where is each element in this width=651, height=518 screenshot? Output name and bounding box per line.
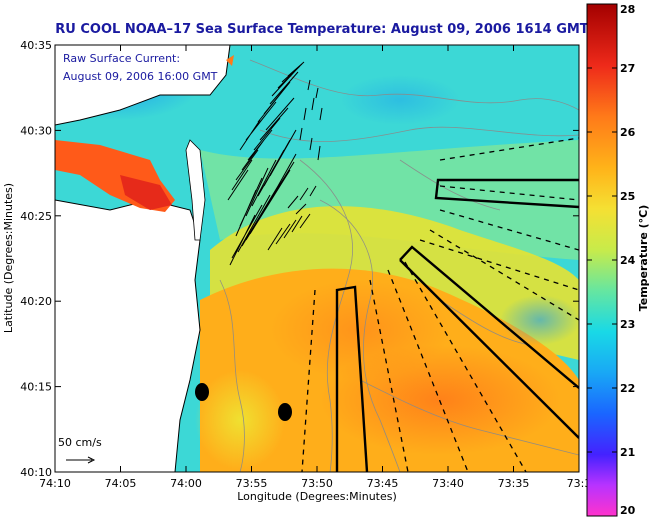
- y-tick-label: 40:15: [20, 381, 52, 394]
- x-tick-label: 74:00: [170, 477, 202, 490]
- x-tick-label: 73:40: [432, 477, 464, 490]
- land-staten-island: [55, 45, 231, 126]
- x-tick-label: 73:50: [301, 477, 333, 490]
- land-sandy-hook: [185, 139, 206, 241]
- station-marker-1: [195, 383, 209, 401]
- colorbar-tick-label: 28: [620, 3, 635, 16]
- sea-surface-small-warm-spot: [226, 55, 234, 66]
- sea-surface-cool-patch-2: [500, 295, 579, 345]
- sea-surface-red-core: [120, 175, 172, 210]
- y-axis-label: Latitude (Degrees:Minutes): [2, 183, 15, 333]
- y-tick-label: 40:20: [20, 295, 52, 308]
- x-tick-label: 73:55: [236, 477, 268, 490]
- sea-surface-warm-core-2: [270, 280, 450, 380]
- x-axis-label: Longitude (Degrees:Minutes): [237, 490, 397, 503]
- y-tick-label: 40:25: [20, 210, 52, 223]
- map-plot-area: Raw Surface Current: August 09, 2006 16:…: [55, 45, 579, 472]
- colorbar-tick-label: 20: [620, 504, 636, 517]
- colorbar-ticks: 28 27 26 25 24 23 22 21 20: [587, 3, 636, 517]
- surface-current-vectors: [227, 61, 323, 266]
- x-axis: 74:10 74:05 74:00 73:55 73:50 73:45 73:40 73:35…: [39, 45, 591, 490]
- colorbar-tick-label: 24: [620, 254, 636, 267]
- colorbar-tick-label: 27: [620, 62, 635, 75]
- colorbar-tick-label: 23: [620, 318, 635, 331]
- colorbar-tick-label: 26: [620, 126, 636, 139]
- y-tick-label: 40:10: [20, 466, 52, 479]
- y-tick-label: 40:35: [20, 39, 52, 52]
- sea-surface-cool-patch-3: [340, 75, 460, 125]
- sea-surface-yellow-patch: [195, 370, 285, 470]
- x-tick-label: 73:45: [367, 477, 399, 490]
- colorbar-label: Temperature (°C): [637, 205, 650, 312]
- x-tick-label: 73:35: [498, 477, 530, 490]
- radar-sector-outlines: [335, 178, 579, 472]
- y-tick-label: 40:30: [20, 124, 52, 137]
- colorbar-tick-label: 21: [620, 446, 635, 459]
- x-tick-label: 74:05: [105, 477, 137, 490]
- station-marker-2: [278, 403, 292, 421]
- x-tick-label: 74:10: [39, 477, 71, 490]
- annotation-line-1: Raw Surface Current:: [63, 52, 180, 65]
- land-new-jersey: [55, 199, 201, 472]
- colorbar-tick-label: 25: [620, 190, 635, 203]
- y-axis: 40:35 40:30 40:25 40:20 40:15 40:10: [20, 39, 579, 479]
- x-tick-label: 73:3: [567, 477, 592, 490]
- colorbar-tick-label: 22: [620, 382, 635, 395]
- annotation-line-2: August 09, 2006 16:00 GMT: [63, 70, 218, 83]
- scale-arrowhead: [87, 456, 96, 464]
- scale-label: 50 cm/s: [58, 436, 102, 449]
- radar-radial-lines: [301, 137, 579, 472]
- figure-title: RU COOL NOAA–17 Sea Surface Temperature:…: [55, 22, 589, 37]
